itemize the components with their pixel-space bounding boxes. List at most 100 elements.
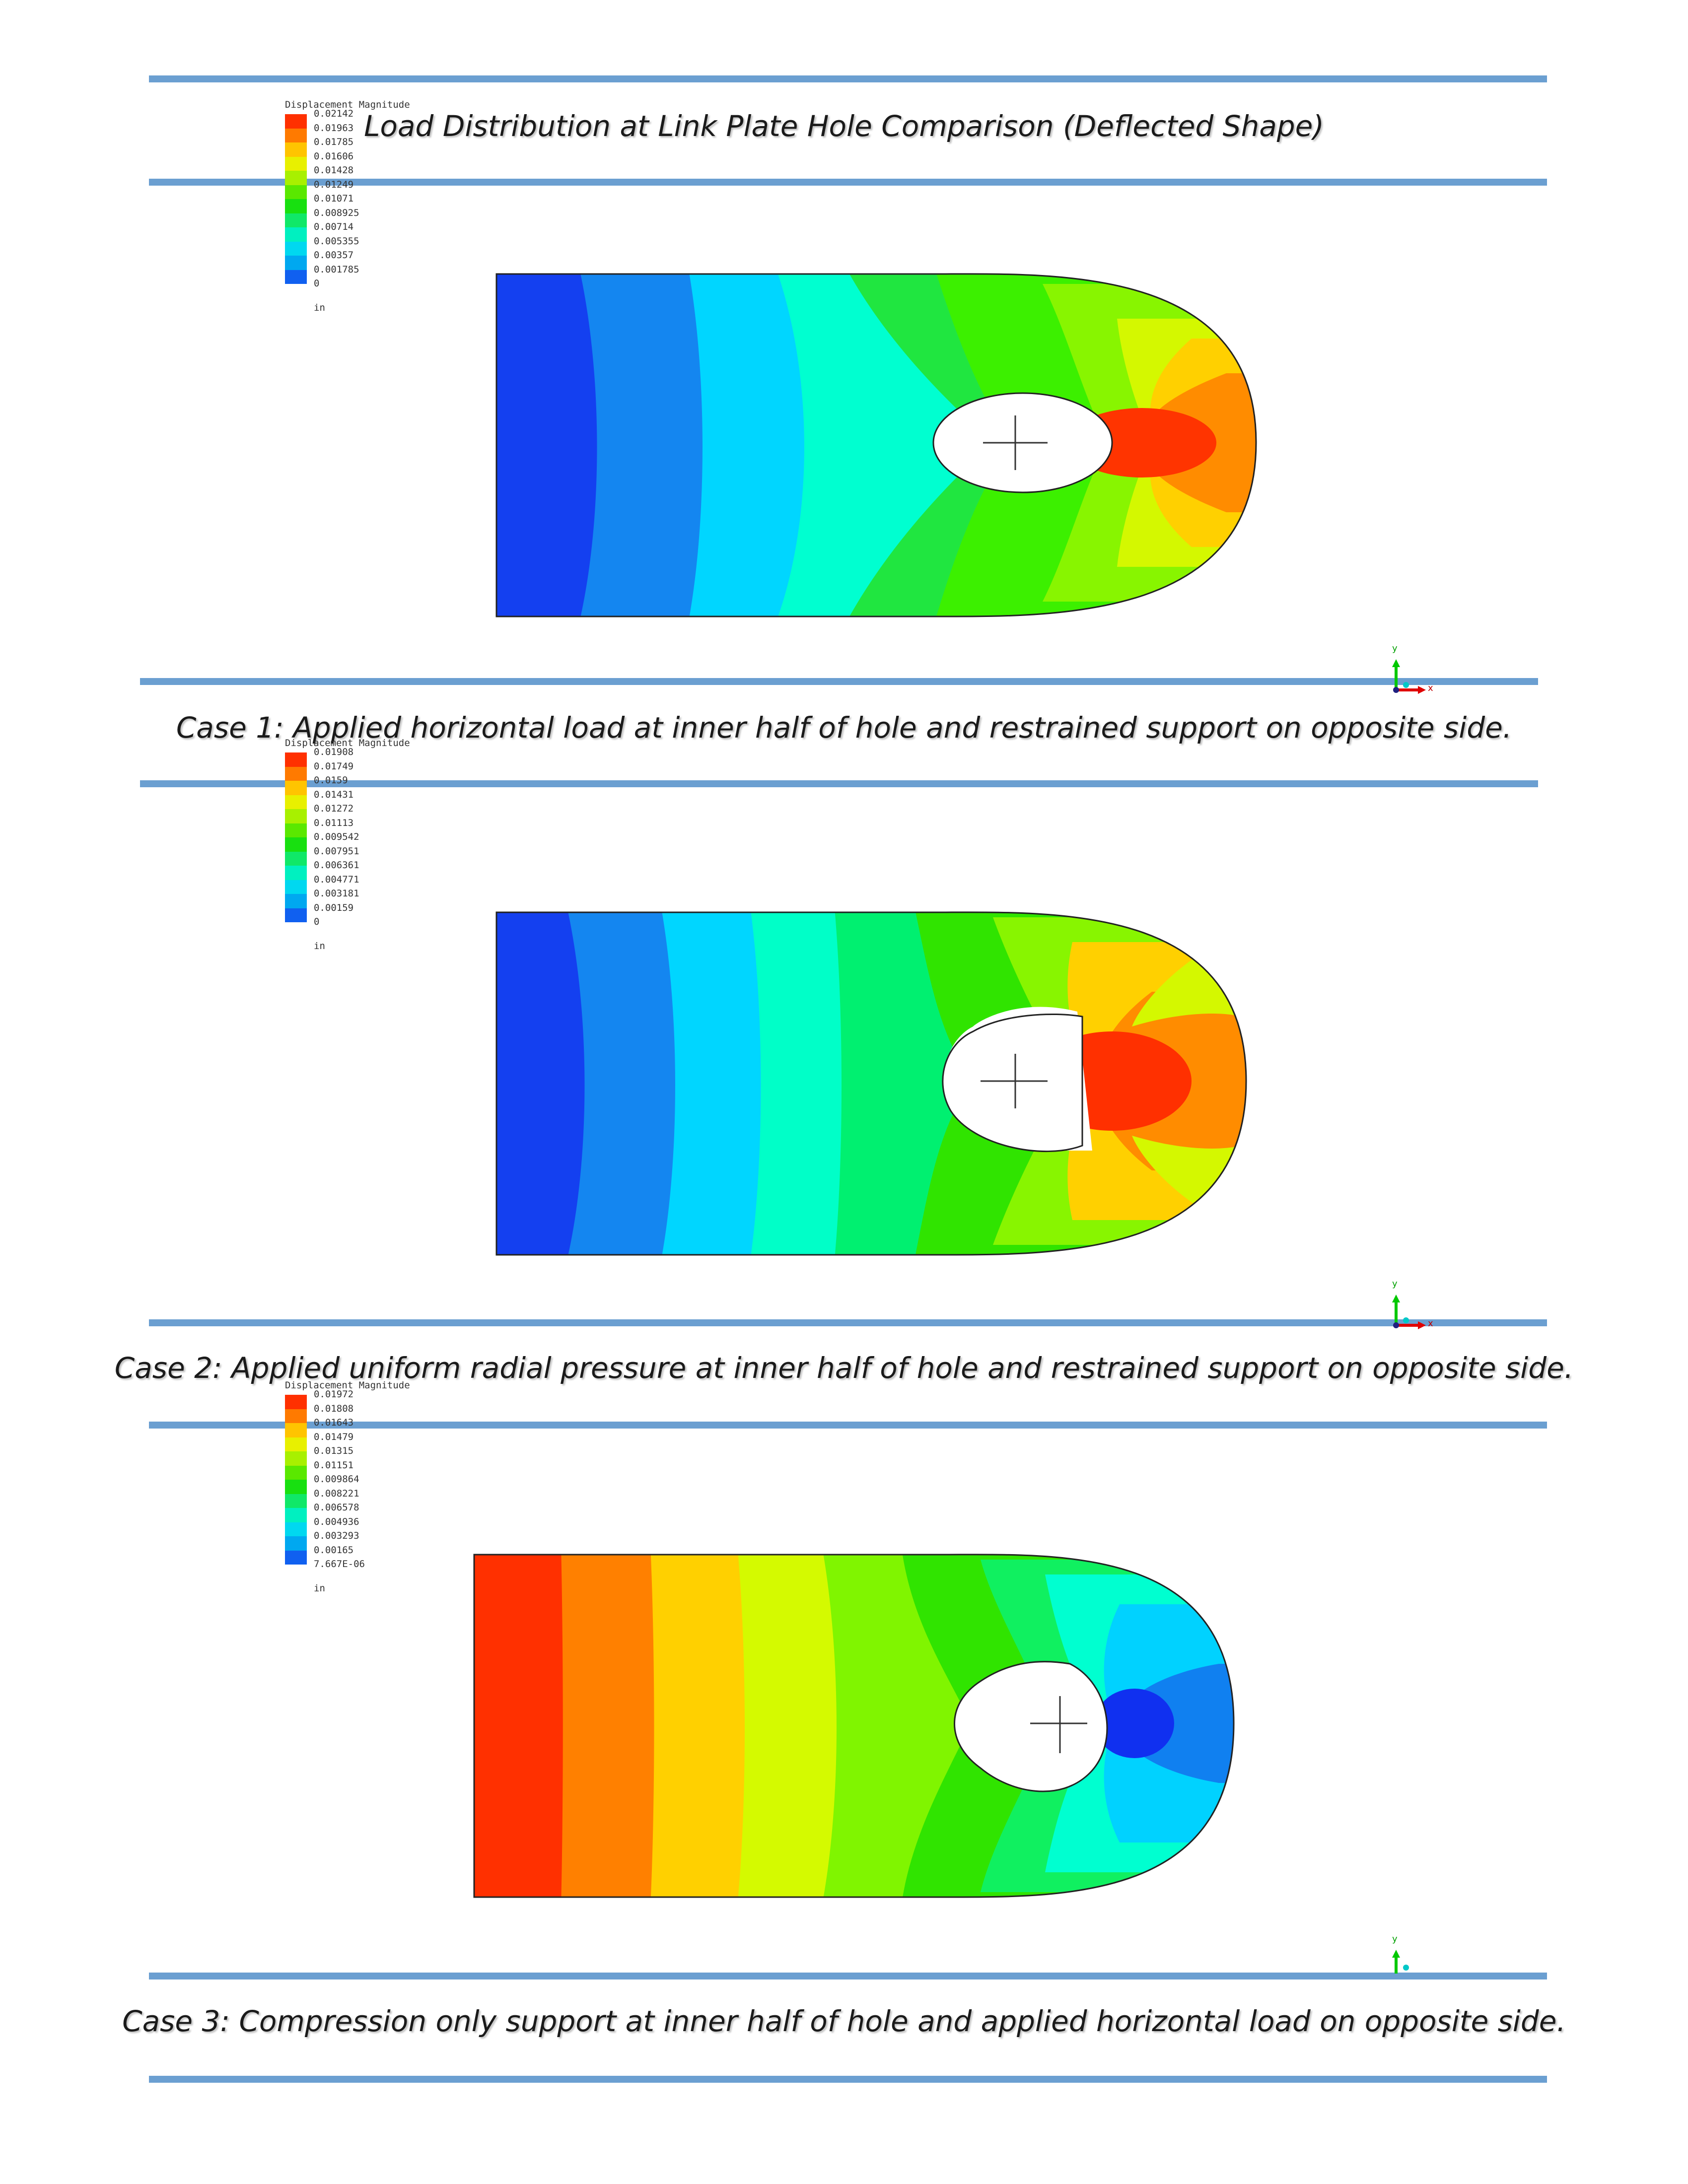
legend-swatch: [285, 894, 307, 908]
legend-swatch: [285, 1395, 307, 1409]
legend-swatch: [285, 256, 307, 270]
legend-value: 0.01785: [314, 136, 354, 147]
legend-value: 0.003293: [314, 1530, 359, 1541]
legend-value: 0.01071: [314, 193, 354, 204]
legend-swatch: [285, 823, 307, 837]
legend-value: 0.00357: [314, 250, 354, 261]
legend-swatch: [285, 185, 307, 199]
page-title: Load Distribution at Link Plate Hole Com…: [364, 109, 1324, 143]
legend-swatch: [285, 114, 307, 129]
legend-value: 0.01315: [314, 1445, 354, 1456]
legend-swatch: [285, 1437, 307, 1451]
legend-swatch: [285, 795, 307, 809]
case1-axis-indicator: y x: [1385, 643, 1440, 695]
legend-swatch: [285, 171, 307, 185]
legend-swatch: [285, 1480, 307, 1494]
legend-swatch: [285, 128, 307, 142]
legend-value: 0.01606: [314, 150, 354, 162]
legend-unit: in: [314, 1582, 325, 1594]
rule-below-title: [149, 179, 1547, 186]
rule-bottom: [149, 2076, 1547, 2083]
legend-swatch: [285, 227, 307, 242]
legend-value: 0.003181: [314, 888, 359, 899]
legend-value: 0.00165: [314, 1544, 354, 1556]
legend-value: 0.01972: [314, 1389, 354, 1400]
legend-swatch: [285, 1409, 307, 1423]
legend-unit: in: [314, 940, 325, 952]
legend-swatch: [285, 1465, 307, 1480]
legend-swatch: [285, 851, 307, 866]
axis-x-label: x: [1428, 1318, 1433, 1329]
legend-value: 7.667E-06: [314, 1559, 365, 1570]
legend-value: 0.01249: [314, 179, 354, 190]
legend-swatch: [285, 1423, 307, 1437]
legend-value: 0.01431: [314, 789, 354, 800]
legend-swatch: [285, 1536, 307, 1551]
legend-swatch: [285, 1550, 307, 1565]
legend-value: 0.00159: [314, 902, 354, 913]
legend-swatch: [285, 199, 307, 213]
legend-value: 0.009864: [314, 1474, 359, 1485]
legend-unit: in: [314, 302, 325, 313]
axis-y-label: y: [1392, 1279, 1398, 1289]
axis-y-label: y: [1392, 643, 1398, 654]
legend-value: 0.008221: [314, 1488, 359, 1499]
case1-caption: Case 1: Applied horizontal load at inner…: [176, 711, 1512, 745]
legend-swatch: [285, 142, 307, 157]
rule-case3-top: [149, 1422, 1547, 1429]
legend-value: 0.01749: [314, 760, 354, 772]
legend-swatch: [285, 241, 307, 256]
legend-value: 0.001785: [314, 264, 359, 275]
legend-swatch: [285, 809, 307, 823]
case3-caption: Case 3: Compression only support at inne…: [122, 2004, 1566, 2038]
legend-value: 0.00714: [314, 221, 354, 232]
case3-axis-indicator: y: [1385, 1934, 1440, 1985]
legend-swatch: [285, 766, 307, 781]
case3-plate-contour: [473, 1554, 1235, 1898]
legend-title: Displacement Magnitude: [285, 738, 410, 749]
case2-caption: Case 2: Applied uniform radial pressure …: [114, 1351, 1574, 1385]
legend-value: 0.006578: [314, 1502, 359, 1513]
legend-swatch: [285, 1451, 307, 1466]
legend-value: 0.01963: [314, 122, 354, 134]
legend-value: 0.007951: [314, 845, 359, 857]
legend-value: 0.004771: [314, 874, 359, 885]
rule-case3-bottom: [149, 1973, 1547, 1979]
legend-swatch: [285, 270, 307, 284]
legend-value: 0.004936: [314, 1516, 359, 1527]
legend-swatch: [285, 213, 307, 227]
case1-plate-contour: [495, 273, 1257, 617]
legend-value: 0.01272: [314, 803, 354, 814]
legend-swatch: [285, 880, 307, 894]
legend-value: 0.0159: [314, 775, 348, 786]
legend-swatch: [285, 781, 307, 795]
legend-value: 0.01908: [314, 747, 354, 757]
legend-value: 0.009542: [314, 831, 359, 842]
legend-value: 0.01151: [314, 1459, 354, 1471]
case2-plate-contour: [495, 911, 1247, 1256]
legend-value: 0.01428: [314, 165, 354, 176]
legend-value: 0.02142: [314, 108, 354, 119]
legend-title: Displacement Magnitude: [285, 1380, 410, 1391]
rule-top: [149, 75, 1547, 82]
legend-value: 0.01113: [314, 817, 354, 828]
case2-axis-indicator: y x: [1385, 1279, 1440, 1330]
legend-value: 0.005355: [314, 235, 359, 247]
legend-swatch: [285, 866, 307, 880]
legend-swatch: [285, 908, 307, 922]
axis-y-label: y: [1392, 1934, 1398, 1944]
legend-value: 0.01643: [314, 1417, 354, 1428]
axis-x-label: x: [1428, 683, 1433, 693]
legend-value: 0.01808: [314, 1403, 354, 1414]
legend-value: 0: [314, 278, 320, 289]
legend-swatch: [285, 837, 307, 852]
legend-swatch: [285, 156, 307, 171]
legend-value: 0: [314, 916, 320, 927]
legend-swatch: [285, 1522, 307, 1536]
rule-case2-bottom: [149, 1319, 1547, 1326]
legend-value: 0.01479: [314, 1431, 354, 1442]
legend-swatch: [285, 1508, 307, 1522]
rule-case2-top: [140, 780, 1538, 787]
legend-title: Displacement Magnitude: [285, 99, 410, 110]
